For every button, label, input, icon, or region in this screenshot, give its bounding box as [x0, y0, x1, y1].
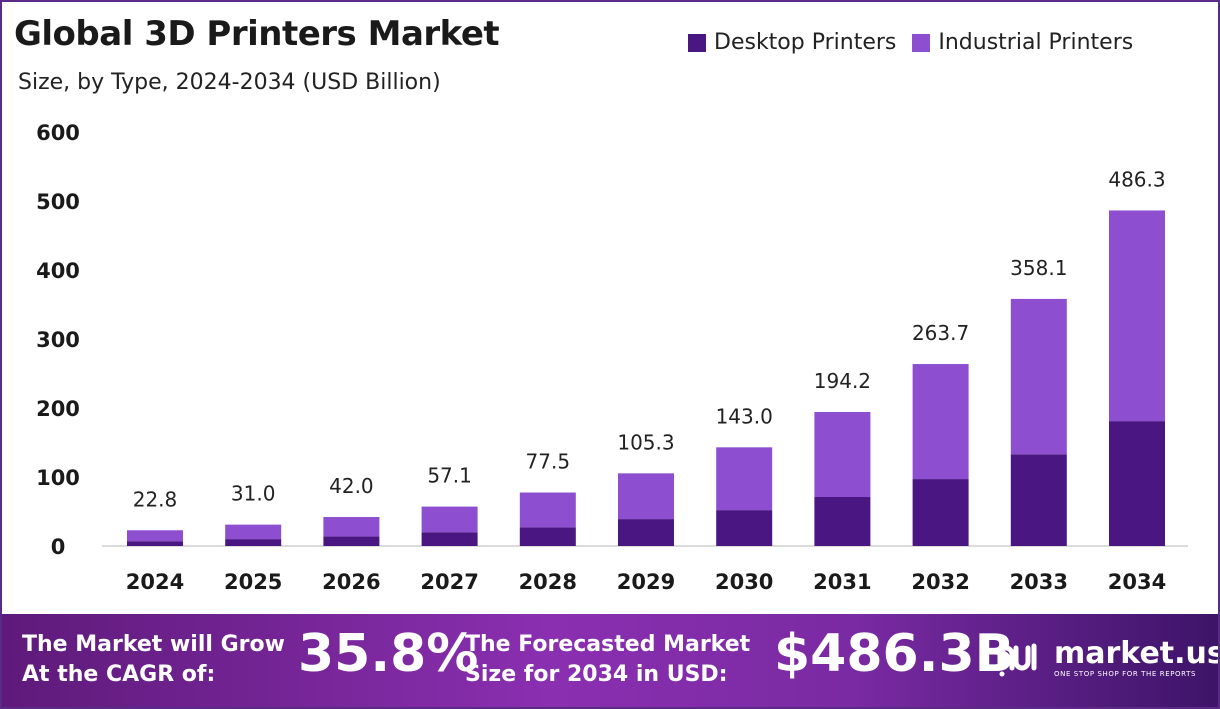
x-tick-label: 2031	[813, 570, 871, 594]
bar-industrial	[1010, 298, 1067, 455]
bar-total-label: 263.7	[912, 321, 969, 345]
bar-total-label: 22.8	[133, 487, 178, 511]
x-tick-label: 2028	[519, 570, 577, 594]
bar-desktop	[618, 519, 674, 546]
bar-total-label: 194.2	[814, 369, 871, 393]
chart-subtitle: Size, by Type, 2024-2034 (USD Billion)	[18, 70, 441, 95]
x-tick-label: 2024	[126, 570, 184, 594]
y-tick-label: 200	[36, 397, 80, 421]
y-tick-label: 0	[51, 535, 66, 559]
bar-desktop	[912, 479, 969, 546]
legend-item-desktop: Desktop Printers	[688, 30, 896, 55]
bar-industrial	[912, 364, 969, 480]
bar-industrial	[519, 492, 576, 528]
bar-total-label: 42.0	[329, 474, 374, 498]
legend-label-industrial: Industrial Printers	[938, 30, 1134, 55]
x-tick-label: 2025	[224, 570, 282, 594]
y-tick-label: 400	[36, 259, 80, 283]
x-tick-label: 2034	[1108, 570, 1166, 594]
bar-total-label: 31.0	[231, 482, 276, 506]
chart-title: Global 3D Printers Market	[14, 14, 500, 54]
bar-desktop	[1010, 454, 1067, 546]
x-tick-label: 2026	[322, 570, 380, 594]
legend-item-industrial: Industrial Printers	[912, 30, 1133, 55]
legend: Desktop Printers Industrial Printers	[688, 30, 1149, 55]
bar-total-label: 105.3	[617, 430, 674, 454]
brand-name: market.us	[1054, 636, 1220, 671]
bar-desktop	[225, 539, 282, 546]
bar-industrial	[618, 473, 674, 520]
y-tick-label: 500	[36, 190, 80, 214]
cagr-value: 35.8%	[298, 624, 479, 684]
bar-desktop	[127, 541, 183, 546]
bar-desktop	[814, 497, 871, 546]
bar-total-label: 57.1	[427, 464, 472, 488]
x-tick-label: 2032	[911, 570, 969, 594]
brand-tagline: ONE STOP SHOP FOR THE REPORTS	[1054, 670, 1197, 678]
bar-desktop	[323, 536, 380, 546]
market-us-logo-icon	[997, 643, 1037, 677]
bar-industrial	[225, 524, 282, 540]
bar-total-label: 486.3	[1108, 167, 1165, 191]
bar-industrial	[1109, 210, 1165, 422]
x-tick-label: 2029	[617, 570, 675, 594]
forecast-label: The Forecasted Market Size for 2034 in U…	[465, 632, 751, 687]
legend-swatch-industrial	[912, 33, 931, 52]
legend-label-desktop: Desktop Printers	[714, 30, 897, 55]
brand-logo: market.us ONE STOP SHOP FOR THE REPORTS	[996, 636, 1220, 678]
bar-desktop	[716, 510, 773, 546]
forecast-value: $486.3B	[774, 624, 1015, 684]
x-tick-label: 2027	[420, 570, 478, 594]
x-tick-label: 2033	[1010, 570, 1068, 594]
bar-desktop	[519, 527, 576, 546]
bar-desktop	[421, 532, 478, 546]
y-tick-label: 100	[36, 466, 80, 490]
legend-swatch-desktop	[688, 33, 706, 52]
bar-industrial	[716, 447, 773, 511]
bar-industrial	[814, 412, 871, 498]
bar-industrial	[127, 530, 183, 542]
bar-total-label: 77.5	[526, 450, 571, 474]
cagr-label: The Market will Grow At the CAGR of:	[22, 632, 285, 687]
bar-total-label: 143.0	[716, 404, 773, 428]
summary-banner: The Market will Grow At the CAGR of: 35.…	[2, 614, 1218, 707]
y-tick-label: 600	[36, 121, 80, 145]
bar-industrial	[323, 517, 380, 537]
x-tick-label: 2030	[715, 570, 773, 594]
bar-desktop	[1109, 421, 1165, 546]
y-tick-label: 300	[36, 328, 80, 352]
bar-industrial	[421, 506, 478, 533]
bar-total-label: 358.1	[1010, 256, 1067, 280]
bar-chart: 0 100 200 300 400 500 600 22.8 2024 31.0 2025 42.0 2…	[36, 121, 1188, 594]
